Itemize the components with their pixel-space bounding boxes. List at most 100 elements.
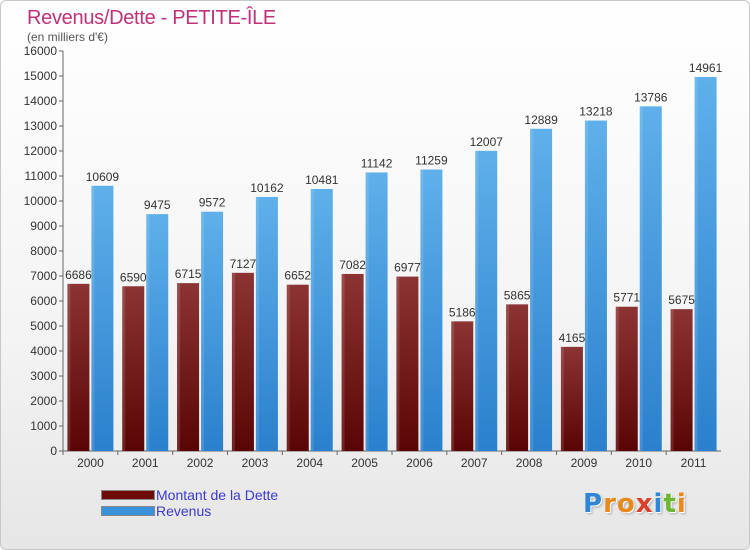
y-tick-label: 0: [50, 444, 57, 458]
data-label-revenus: 9475: [144, 198, 171, 212]
bar-highlight: [341, 273, 345, 451]
bar-highlight: [530, 128, 534, 451]
bar-highlight: [670, 309, 674, 451]
bar-revenus: [91, 185, 114, 451]
logo-letter: i: [653, 489, 664, 519]
logo-letter: t: [663, 489, 677, 519]
bar-debt: [396, 276, 419, 451]
legend-swatch-debt: [101, 490, 155, 500]
x-tick-label: 2000: [77, 456, 104, 470]
data-label-debt: 6652: [284, 269, 311, 283]
bar-highlight: [451, 321, 455, 451]
data-label-debt: 7082: [339, 258, 366, 272]
bar-revenus: [530, 128, 553, 451]
data-label-debt: 5186: [449, 305, 476, 319]
data-label-revenus: 11259: [415, 154, 448, 168]
bar-revenus: [146, 214, 169, 451]
proxiti-logo: Proxiti: [583, 489, 687, 519]
y-tick-label: 8000: [30, 244, 57, 258]
bar-highlight: [396, 276, 400, 451]
logo-letter: o: [616, 489, 636, 519]
bar-highlight: [365, 172, 369, 451]
data-label-revenus: 9572: [199, 196, 226, 210]
x-tick-label: 2001: [132, 456, 159, 470]
bar-highlight: [255, 196, 259, 451]
logo-letter: x: [635, 489, 654, 519]
x-tick-label: 2005: [351, 456, 378, 470]
data-label-revenus: 13786: [634, 90, 668, 104]
bar-highlight: [122, 286, 126, 451]
bar-highlight: [177, 283, 181, 451]
bar-highlight: [694, 76, 698, 451]
logo-letter: r: [603, 489, 617, 519]
logo-letter: P: [583, 489, 604, 519]
data-label-revenus: 10481: [305, 173, 339, 187]
y-tick-label: 7000: [30, 269, 57, 283]
bar-debt: [506, 304, 529, 451]
data-label-debt: 6590: [120, 270, 147, 284]
x-tick-label: 2008: [516, 456, 543, 470]
y-tick-label: 1000: [30, 419, 57, 433]
y-tick-label: 12000: [24, 144, 58, 158]
data-label-debt: 5771: [613, 291, 640, 305]
bar-debt: [67, 283, 90, 451]
logo-letter: i: [676, 489, 687, 519]
y-tick-label: 2000: [30, 394, 57, 408]
data-label-debt: 6686: [65, 268, 92, 282]
data-label-revenus: 12007: [470, 135, 504, 149]
bar-highlight: [231, 272, 235, 451]
x-tick-label: 2011: [681, 456, 707, 470]
y-tick-label: 14000: [24, 94, 58, 108]
bar-revenus: [694, 76, 717, 451]
bar-debt: [560, 346, 583, 451]
bar-highlight: [639, 106, 643, 451]
bar-debt: [451, 321, 474, 451]
y-tick-label: 13000: [24, 119, 58, 133]
bar-revenus: [475, 150, 498, 451]
y-tick-label: 15000: [24, 69, 58, 83]
bar-highlight: [420, 169, 424, 451]
y-tick-label: 10000: [24, 194, 58, 208]
bar-highlight: [475, 150, 479, 451]
x-tick-label: 2007: [461, 456, 488, 470]
legend-label-revenus: Revenus: [156, 503, 212, 519]
chart-title: Revenus/Dette - PETITE-ÎLE: [27, 7, 276, 29]
y-tick-label: 4000: [30, 344, 57, 358]
x-tick-label: 2010: [625, 456, 652, 470]
x-tick-label: 2002: [187, 456, 214, 470]
data-label-debt: 5675: [668, 293, 695, 307]
bar-highlight: [560, 346, 564, 451]
bar-highlight: [67, 283, 71, 451]
data-label-debt: 7127: [230, 257, 257, 271]
bar-debt: [341, 273, 364, 451]
bar-debt: [615, 306, 638, 451]
bar-revenus: [584, 120, 607, 452]
bar-highlight: [286, 284, 290, 451]
bar-highlight: [310, 188, 314, 451]
bar-highlight: [146, 214, 150, 451]
data-label-revenus: 10609: [86, 170, 120, 184]
bar-revenus: [201, 211, 224, 451]
bar-debt: [122, 286, 145, 451]
bar-highlight: [201, 211, 205, 451]
x-tick-label: 2009: [571, 456, 598, 470]
data-label-revenus: 14961: [689, 61, 723, 75]
data-label-debt: 4165: [559, 331, 586, 345]
data-label-debt: 5865: [504, 288, 531, 302]
data-label-debt: 6715: [175, 267, 202, 281]
bar-highlight: [506, 304, 510, 451]
y-tick-label: 9000: [30, 219, 57, 233]
y-tick-label: 6000: [30, 294, 57, 308]
data-label-revenus: 10162: [250, 181, 284, 195]
bar-revenus: [420, 169, 443, 451]
bar-highlight: [615, 306, 619, 451]
data-label-debt: 6977: [394, 261, 421, 275]
data-label-revenus: 13218: [579, 105, 613, 119]
y-tick-label: 5000: [30, 319, 57, 333]
bar-revenus: [365, 172, 388, 451]
bar-highlight: [584, 120, 588, 452]
y-tick-label: 3000: [30, 369, 57, 383]
data-label-revenus: 11142: [361, 156, 393, 170]
